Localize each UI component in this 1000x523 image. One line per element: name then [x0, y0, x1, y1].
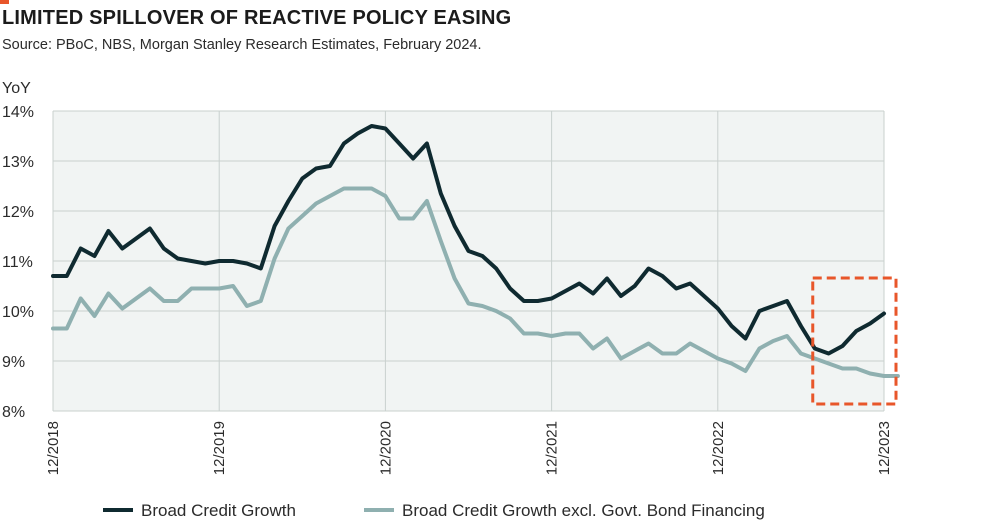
y-tick-label: 11%	[2, 254, 33, 271]
accent-bar	[0, 0, 9, 4]
chart-subtitle: Source: PBoC, NBS, Morgan Stanley Resear…	[2, 37, 482, 53]
y-axis-label: YoY	[2, 80, 31, 97]
legend: Broad Credit Growth Broad Credit Growth …	[103, 501, 765, 520]
y-tick-label: 13%	[2, 154, 34, 171]
series-lines	[51, 124, 900, 378]
x-tick-label: 12/2019	[211, 421, 228, 475]
y-tick-label: 9%	[2, 354, 25, 371]
x-tick-label: 12/2021	[544, 421, 561, 475]
legend-label-excl-govt: Broad Credit Growth excl. Govt. Bond Fin…	[402, 501, 765, 520]
y-tick-label: 14%	[2, 104, 34, 121]
y-tick-label: 10%	[2, 304, 34, 321]
y-tick-label: 12%	[2, 204, 34, 221]
legend-label-broad-credit: Broad Credit Growth	[141, 501, 296, 520]
x-tick-label: 12/2023	[876, 421, 893, 475]
y-axis-ticks: 14% 13% 12% 11% 10% 9% 8%	[2, 104, 34, 421]
series-line-excl-govt	[51, 186, 900, 378]
highlight-box	[811, 276, 898, 406]
series-line-broad-credit	[51, 124, 886, 356]
chart-title: LIMITED SPILLOVER OF REACTIVE POLICY EAS…	[2, 7, 512, 29]
x-axis-ticks: 12/2018 12/2019 12/2020 12/2021 12/2022 12/20…	[45, 421, 893, 475]
x-tick-label: 12/2022	[710, 421, 727, 475]
y-tick-label: 8%	[2, 404, 25, 421]
x-tick-label: 12/2018	[45, 421, 62, 475]
x-tick-label: 12/2020	[377, 421, 394, 475]
